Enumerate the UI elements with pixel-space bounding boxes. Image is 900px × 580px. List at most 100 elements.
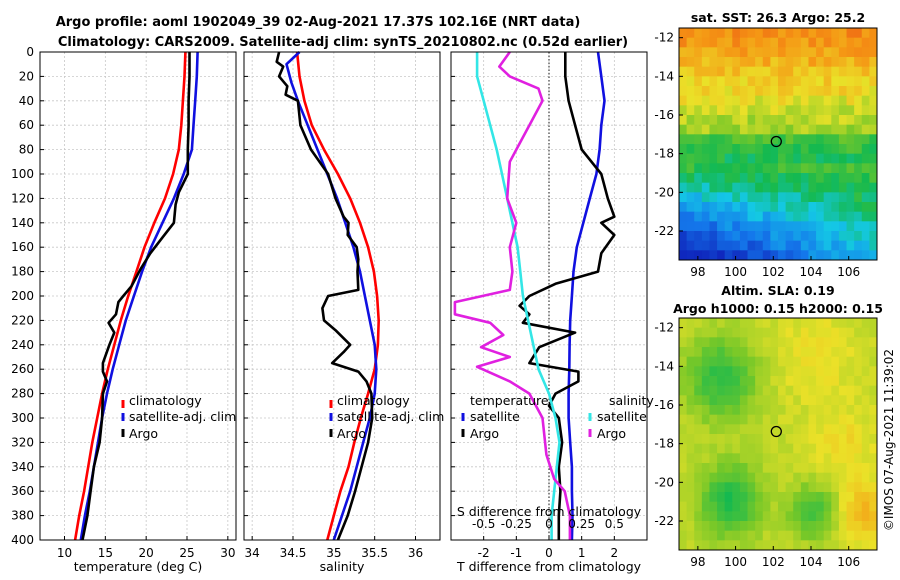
map-cell xyxy=(739,347,748,358)
y-tick-label: 180 xyxy=(11,265,34,279)
map-cell xyxy=(732,472,741,483)
map-cell xyxy=(869,192,878,203)
map-cell xyxy=(755,202,764,213)
map-cell xyxy=(861,511,870,522)
map-cell xyxy=(778,163,787,174)
map-cell xyxy=(831,376,840,387)
map-cell xyxy=(762,501,771,512)
legend-label-argo: Argo xyxy=(129,426,158,441)
map-cell xyxy=(869,115,878,126)
map-cell xyxy=(785,86,794,97)
map-cell xyxy=(755,405,764,416)
map-cell xyxy=(701,57,710,68)
map-cell xyxy=(747,453,756,464)
map-cell xyxy=(861,482,870,493)
map-cell xyxy=(724,318,733,329)
map-cell xyxy=(838,376,847,387)
map-cell xyxy=(861,163,870,174)
map-cell xyxy=(861,144,870,155)
map-cell xyxy=(861,424,870,435)
map-cell xyxy=(701,443,710,454)
map-cell xyxy=(709,511,718,522)
map-cell xyxy=(838,240,847,251)
map-cell xyxy=(869,240,878,251)
map-cell xyxy=(838,405,847,416)
map-cell xyxy=(831,395,840,406)
map-cell xyxy=(831,95,840,106)
map-cell xyxy=(739,511,748,522)
map-cell xyxy=(869,501,878,512)
map-cell xyxy=(846,57,855,68)
map-cell xyxy=(861,221,870,232)
map-cell xyxy=(762,144,771,155)
map-cell xyxy=(747,240,756,251)
map-cell xyxy=(724,211,733,222)
map-cell xyxy=(831,250,840,261)
map-cell xyxy=(686,202,695,213)
map-cell xyxy=(747,221,756,232)
map-cell xyxy=(679,385,688,396)
map-cell xyxy=(846,95,855,106)
map-cell xyxy=(861,95,870,106)
map-cell xyxy=(739,66,748,77)
map-cell xyxy=(831,530,840,541)
map-cell xyxy=(717,28,726,39)
map-cell xyxy=(724,153,733,164)
map-cell xyxy=(808,66,817,77)
map-cell xyxy=(732,453,741,464)
map-cell xyxy=(770,472,779,483)
map-cell xyxy=(679,366,688,377)
map-cell xyxy=(816,511,825,522)
map-cell xyxy=(686,463,695,474)
map-cell xyxy=(823,202,832,213)
map-cell xyxy=(793,144,802,155)
map-cell xyxy=(747,327,756,338)
map-cell xyxy=(701,395,710,406)
map-cell xyxy=(686,144,695,155)
map-cell xyxy=(846,240,855,251)
map-cell xyxy=(701,318,710,329)
map-cell xyxy=(831,482,840,493)
map-cell xyxy=(732,434,741,445)
map-cell xyxy=(846,124,855,135)
map-cell xyxy=(747,231,756,242)
map-cell xyxy=(778,250,787,261)
figure-title-line1: Argo profile: aoml 1902049_39 02-Aug-202… xyxy=(56,15,581,30)
map-cell xyxy=(739,395,748,406)
map-cell xyxy=(785,192,794,203)
map-cell xyxy=(717,66,726,77)
map-cell xyxy=(694,405,703,416)
map-cell xyxy=(686,134,695,145)
map-cell xyxy=(732,250,741,261)
map-cell xyxy=(793,76,802,87)
map-cell xyxy=(823,318,832,329)
map-cell xyxy=(755,540,764,551)
map-cell xyxy=(724,105,733,116)
map-cell xyxy=(679,376,688,387)
map-cell xyxy=(823,105,832,116)
map-cell xyxy=(816,385,825,396)
map-cell xyxy=(854,356,863,367)
map-cell xyxy=(808,482,817,493)
y-tick-label: 20 xyxy=(19,69,34,83)
map-cell xyxy=(823,95,832,106)
map-cell xyxy=(838,347,847,358)
map-cell xyxy=(869,424,878,435)
map-cell xyxy=(679,463,688,474)
map-cell xyxy=(846,76,855,87)
map-cell xyxy=(747,530,756,541)
map-cell xyxy=(694,318,703,329)
map-cell xyxy=(739,124,748,135)
map-cell xyxy=(739,182,748,193)
map-cell xyxy=(701,105,710,116)
map-cell xyxy=(739,37,748,48)
map-y-tick-label: -20 xyxy=(654,475,674,489)
map-cell xyxy=(755,395,764,406)
map-cell xyxy=(800,337,809,348)
map-cell xyxy=(694,66,703,77)
map-cell xyxy=(739,356,748,367)
map-cell xyxy=(701,95,710,106)
map-cell xyxy=(732,511,741,522)
map-cell xyxy=(679,434,688,445)
map-cell xyxy=(739,521,748,532)
